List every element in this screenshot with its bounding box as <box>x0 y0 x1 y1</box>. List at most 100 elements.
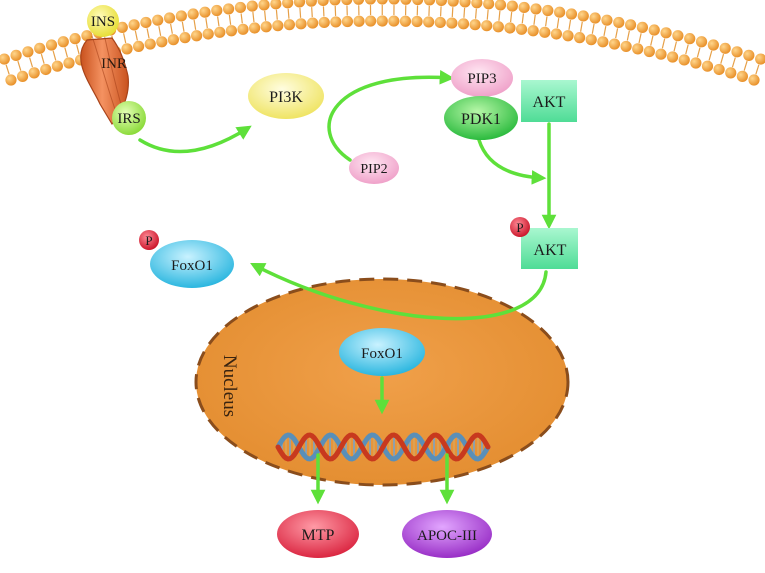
lipid-head <box>519 2 530 13</box>
lipid-head <box>294 0 305 7</box>
lipid-head <box>660 27 671 38</box>
lipid-head <box>211 5 222 16</box>
phospho-akt-label: P <box>516 220 523 235</box>
lipid-head <box>507 1 518 12</box>
lipid-head <box>471 0 482 8</box>
lipid-head <box>199 7 210 18</box>
lipid-head <box>708 39 719 50</box>
lipid-tail <box>18 61 21 71</box>
phospho-badge-akt: P <box>510 217 530 237</box>
lipid-head <box>377 0 388 5</box>
lipid-head <box>295 18 306 29</box>
lipid-head <box>152 15 163 26</box>
akt-phospho-node: AKT <box>521 228 578 269</box>
lipid-head <box>637 22 648 33</box>
lipid-head <box>176 10 187 21</box>
lipid-head <box>566 8 577 19</box>
pi3k-label: PI3K <box>269 89 303 106</box>
lipid-head <box>690 57 701 68</box>
lipid-head <box>679 54 690 65</box>
mtp-node: MTP <box>277 510 359 558</box>
lipid-head <box>644 46 655 57</box>
lipid-tail <box>6 65 9 75</box>
nucleus-label: Nucleus <box>219 355 240 417</box>
lipid-head <box>578 10 589 21</box>
lipid-head <box>133 41 144 52</box>
lipid-head <box>504 22 515 33</box>
ins-label: INS <box>91 14 115 30</box>
lipid-head <box>542 5 553 16</box>
lipid-head <box>258 0 269 10</box>
lipid-head <box>284 19 295 30</box>
lipid-head <box>52 61 63 72</box>
lipid-head <box>412 0 423 5</box>
lipid-head <box>755 53 765 64</box>
lipid-head <box>400 0 411 5</box>
phospho-badge-foxo1: P <box>139 230 159 250</box>
lipid-head <box>448 0 459 7</box>
lipid-head <box>156 36 167 47</box>
lipid-head <box>272 20 283 31</box>
lipid-head <box>672 30 683 41</box>
akt-phospho-label: AKT <box>534 242 567 259</box>
lipid-head <box>574 32 585 43</box>
lipid-tail <box>744 61 747 71</box>
lipid-head <box>613 17 624 28</box>
lipid-head <box>632 43 643 54</box>
foxo1-cytoplasm-node: FoxO1 <box>150 240 234 288</box>
lipid-head <box>330 16 341 27</box>
lipid-tail <box>476 9 477 19</box>
lipid-head <box>423 16 434 27</box>
lipid-head <box>684 33 695 44</box>
lipid-head <box>140 17 151 28</box>
apoc3-label: APOC-III <box>417 528 477 544</box>
lipid-head <box>621 41 632 52</box>
lipid-head <box>601 15 612 26</box>
lipid-head <box>235 2 246 13</box>
lipid-head <box>0 53 10 64</box>
lipid-tail <box>464 8 465 18</box>
foxo1-nucleus-label: FoxO1 <box>361 346 403 362</box>
pip3-node: PIP3 <box>451 59 513 97</box>
lipid-head <box>551 28 562 39</box>
lipid-head <box>377 15 388 26</box>
lipid-head <box>282 0 293 8</box>
lipid-head <box>725 67 736 78</box>
lipid-head <box>179 32 190 43</box>
lipid-tail <box>709 51 712 61</box>
lipid-head <box>226 25 237 36</box>
lipid-tail <box>452 7 453 17</box>
lipid-head <box>388 15 399 26</box>
mtp-label: MTP <box>302 527 335 544</box>
lipid-tail <box>53 51 56 61</box>
lipid-head <box>655 49 666 60</box>
lipid-tail <box>300 8 301 18</box>
irs-label: IRS <box>117 111 140 127</box>
akt-membrane-label: AKT <box>533 94 566 111</box>
lipid-head <box>58 36 69 47</box>
lipid-head <box>307 17 318 28</box>
lipid-head <box>696 36 707 47</box>
lipid-tail <box>312 7 313 17</box>
lipid-head <box>720 43 731 54</box>
lipid-head <box>69 33 80 44</box>
lipid-head <box>458 18 469 29</box>
lipid-head <box>306 0 317 7</box>
lipid-head <box>411 16 422 27</box>
lipid-head <box>353 0 364 5</box>
lipid-head <box>470 19 481 30</box>
lipid-head <box>63 57 74 68</box>
lipid-head <box>319 17 330 28</box>
lipid-tail <box>756 65 759 75</box>
pip2-node: PIP2 <box>349 152 399 184</box>
lipid-head <box>365 0 376 5</box>
foxo1-cytoplasm-label: FoxO1 <box>171 258 213 274</box>
lipid-head <box>590 12 601 23</box>
lipid-head <box>145 38 156 49</box>
lipid-head <box>34 43 45 54</box>
lipid-head <box>554 7 565 18</box>
lipid-head <box>46 39 57 50</box>
lipid-head <box>237 24 248 35</box>
akt-membrane-node: AKT <box>521 80 577 122</box>
